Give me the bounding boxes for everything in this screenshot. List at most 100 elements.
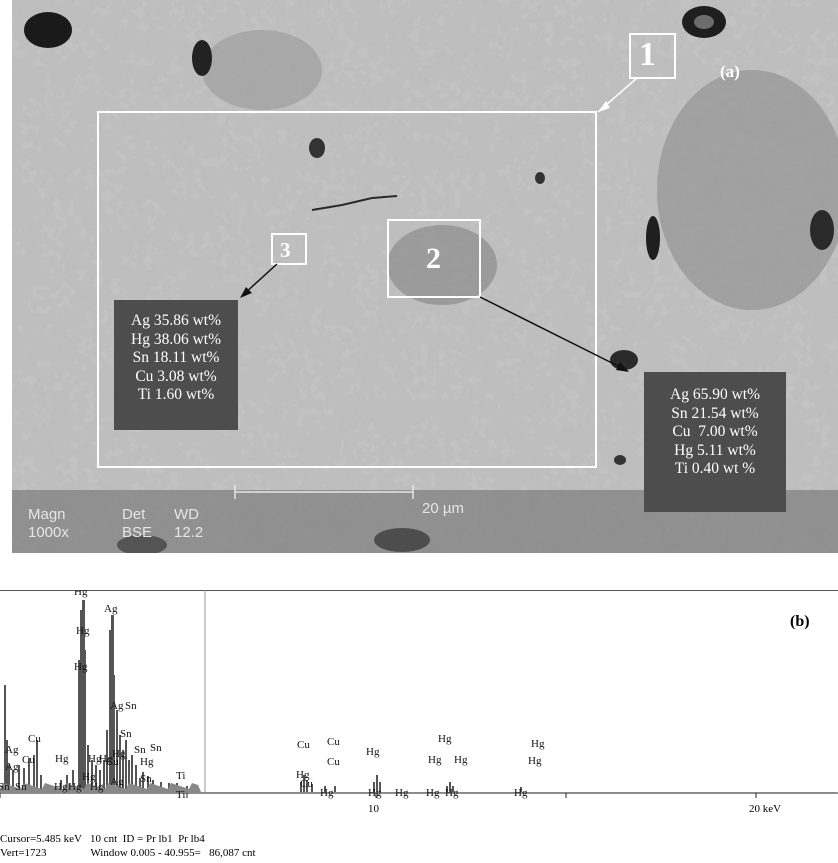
region-1-frame — [97, 111, 597, 468]
spectrum-footer-window: Vert=1723 Window 0.005 - 40.955= 86,087 … — [0, 847, 256, 859]
spectrum-peak — [78, 660, 80, 793]
composition-line: Cu 7.00 wt% — [672, 423, 758, 440]
peak-label: Hg — [112, 748, 126, 760]
magnification-value: 1000x — [28, 524, 69, 541]
peak-label: Hg — [438, 733, 452, 745]
spectrum-peak — [103, 760, 105, 793]
spectrum-peak — [72, 770, 74, 793]
spectrum-peak — [116, 710, 118, 793]
peak-label: Cu — [22, 754, 35, 766]
sem-micrograph: 1 2 3 (a) Ag 35.86 wt% Hg 38.06 wt% Sn 1… — [12, 0, 838, 553]
peak-label: Sn — [125, 700, 137, 712]
scale-bar-text: 20 µm — [422, 500, 464, 517]
panel-a-label: (a) — [720, 62, 740, 81]
peak-label: Hg — [90, 781, 104, 793]
spectrum-peak — [23, 768, 25, 793]
composition-line: Sn 21.54 wt% — [671, 404, 759, 422]
spectrum-peak — [306, 780, 308, 793]
spectrum-peak — [87, 745, 89, 793]
working-distance-label: WD — [174, 506, 199, 523]
detector-label: Det — [122, 506, 146, 523]
spectrum-peak — [135, 765, 137, 793]
spectrum-peak — [300, 782, 302, 793]
spectrum-peak — [111, 615, 114, 793]
leader-2 — [479, 296, 623, 369]
peak-label: Hg — [76, 625, 90, 637]
spectrum-peak — [147, 776, 149, 793]
spectrum-peak — [379, 782, 381, 793]
peak-label: Hg — [395, 787, 409, 799]
spectrum-peak — [40, 775, 42, 793]
peak-label: Hg — [514, 787, 528, 799]
peak-label: Hg — [528, 755, 542, 767]
spectrum-peak — [324, 786, 326, 793]
spectrum-peak — [4, 685, 6, 793]
composition-line: Sn 18.11 wt% — [132, 349, 220, 366]
tick-label-10: 10 — [368, 803, 380, 815]
composition-line: Ti 0.40 wt % — [674, 460, 756, 477]
peak-label: Ti — [176, 789, 185, 801]
spectrum-peak — [60, 780, 62, 793]
region-3-frame — [271, 233, 307, 265]
spectrum-peak — [142, 772, 144, 793]
peak-label: Hg — [68, 781, 82, 793]
region-1-label-frame — [629, 33, 676, 79]
spectrum-peak — [8, 765, 10, 793]
peak-label: Hg — [445, 787, 459, 799]
spectrum-peak — [122, 750, 124, 793]
leader-3 — [243, 263, 278, 295]
peak-label: Hg — [366, 746, 380, 758]
peak-label: Hg — [296, 769, 310, 781]
peak-label: Sn — [0, 781, 10, 793]
spectrum-peak — [131, 755, 133, 793]
spectrum-baseline — [0, 783, 838, 793]
spectrum-peak — [128, 760, 130, 793]
peak-label: Hg — [140, 756, 154, 768]
peak-label: Hg — [426, 787, 440, 799]
peak-label: Sn — [134, 744, 146, 756]
spectrum-peak — [125, 740, 127, 793]
spectrum-peak — [99, 770, 101, 793]
spectrum-peak — [446, 786, 448, 793]
peak-label: Hg — [88, 753, 102, 765]
spectrum-peak — [119, 735, 121, 793]
spectrum-peak — [376, 775, 378, 793]
peak-label: Ag — [104, 603, 118, 615]
spectrum-peak — [449, 782, 451, 793]
peak-label: Cu — [106, 756, 119, 768]
peak-label: Ti — [176, 770, 185, 782]
peak-label: Hg — [99, 753, 113, 765]
region-2-label: 2 — [426, 242, 441, 275]
spectrum-peak — [12, 770, 14, 793]
peak-label: Cu — [300, 778, 313, 790]
composition-line: Hg 38.06 wt% — [131, 330, 221, 348]
spectrum-peak — [311, 784, 313, 793]
spectrum-peak — [82, 600, 85, 793]
spectrum-peak — [18, 765, 20, 793]
peak-label: Cu — [297, 739, 310, 751]
peak-label: Ag — [110, 776, 124, 788]
spectrum-peaks — [0, 600, 838, 793]
panel-b-label: (b) — [790, 613, 810, 630]
peak-label: Hg — [82, 771, 96, 783]
region-3-label: 3 — [280, 238, 291, 262]
eds-spectrum: Hg Ag Hg Hg Ag Sn Cu Ag Ag Cu Sn Sn Hg Hg Hg Sn Sn Sn Hg Ag… — [0, 590, 838, 863]
spectrum-peak — [303, 775, 305, 793]
spectrum-peak — [33, 755, 35, 793]
peak-label: Ag — [5, 761, 19, 773]
spectrum-peak — [109, 630, 112, 793]
peak-label: Hg — [531, 738, 545, 750]
composition-line: Hg 5.11 wt% — [674, 441, 756, 459]
composition-line: Ag 65.90 wt% — [670, 386, 760, 403]
peak-label: Ag — [5, 744, 19, 756]
composition-line: Ag 35.86 wt% — [131, 312, 221, 329]
region-2-composition: Ag 65.90 wt% Sn 21.54 wt% Cu 7.00 wt% Hg… — [644, 372, 786, 512]
peak-label: Hg — [55, 753, 69, 765]
spectrum-peak — [80, 610, 83, 793]
composition-line: Cu 3.08 wt% — [135, 367, 217, 385]
region-1-label: 1 — [639, 36, 656, 73]
magnification-label: Magn — [28, 506, 66, 523]
spectrum-peak — [520, 787, 522, 793]
